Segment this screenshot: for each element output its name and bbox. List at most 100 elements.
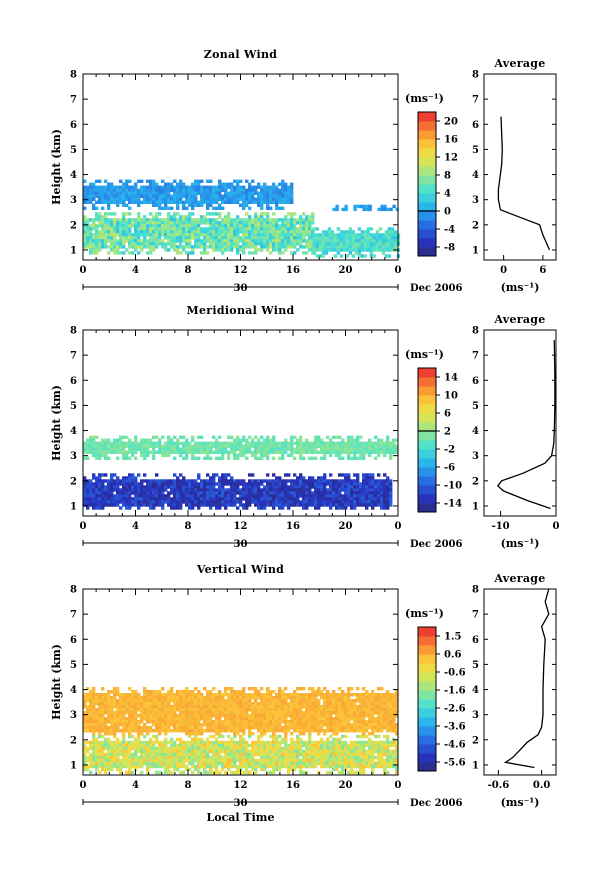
heatmap-cell-0 bbox=[335, 740, 339, 745]
heatmap-cell-2 bbox=[92, 206, 96, 210]
heatmap-cell-0 bbox=[101, 749, 105, 754]
heatmap-cell-0 bbox=[395, 758, 399, 763]
heatmap-cell-2 bbox=[251, 200, 255, 204]
heatmap-cell-0 bbox=[188, 767, 192, 772]
heatmap-cell-1 bbox=[107, 447, 111, 451]
heatmap-cell-0 bbox=[104, 494, 108, 498]
heatmap-cell-0 bbox=[173, 239, 177, 243]
heatmap-cell-0 bbox=[260, 236, 264, 240]
heatmap-cell-2 bbox=[89, 191, 93, 195]
heatmap-cell-1 bbox=[242, 447, 246, 451]
heatmap-cell-3 bbox=[362, 204, 366, 209]
heatmap-cell-2 bbox=[224, 188, 228, 192]
heatmap-cell-0 bbox=[83, 224, 87, 228]
heatmap-cell-0 bbox=[119, 479, 123, 483]
heatmap-cell-1 bbox=[299, 453, 303, 457]
heatmap-cell-2 bbox=[206, 191, 210, 195]
heatmap-cell-1 bbox=[128, 450, 132, 454]
heatmap-cell-0 bbox=[230, 230, 234, 234]
heatmap-cell-0 bbox=[146, 767, 150, 772]
heatmap-cell-1 bbox=[122, 720, 126, 724]
heatmap-cell-2 bbox=[230, 188, 234, 192]
heatmap-cell-0 bbox=[266, 233, 270, 237]
heatmap-cell-2 bbox=[254, 191, 258, 195]
heatmap-cell-0 bbox=[215, 770, 219, 775]
heatmap-cell-0 bbox=[200, 233, 204, 237]
heatmap-cell-1 bbox=[293, 456, 297, 460]
heatmap-cell-0 bbox=[194, 743, 198, 748]
heatmap-cell-0 bbox=[278, 491, 282, 495]
heatmap-cell-1 bbox=[83, 723, 87, 727]
heatmap-cell-1 bbox=[104, 708, 108, 712]
heatmap-cell-0 bbox=[380, 500, 384, 504]
heatmap-cell-0 bbox=[323, 497, 327, 501]
heatmap-cell-0 bbox=[317, 482, 321, 486]
heatmap-cell-1 bbox=[324, 230, 329, 234]
heatmap-cell-2 bbox=[254, 200, 258, 204]
heatmap-cell-0 bbox=[158, 497, 162, 501]
heatmap-cell-1 bbox=[296, 441, 300, 445]
heatmap-cell-0 bbox=[176, 230, 180, 234]
heatmap-cell-0 bbox=[242, 488, 246, 492]
heatmap-cell-1 bbox=[101, 708, 105, 712]
heatmap-cell-1 bbox=[263, 444, 267, 448]
heatmap-cell-1 bbox=[146, 717, 150, 721]
heatmap-cell-0 bbox=[143, 761, 147, 766]
heatmap-cell-0 bbox=[332, 767, 336, 772]
heatmap-cell-1 bbox=[131, 726, 135, 730]
heatmap-cell-0 bbox=[293, 221, 297, 225]
heatmap-cell-1 bbox=[389, 444, 393, 448]
heatmap-cell-1 bbox=[116, 714, 120, 718]
heatmap-cell-0 bbox=[344, 764, 348, 769]
heatmap-cell-0 bbox=[194, 227, 198, 231]
heatmap-cell-1 bbox=[372, 245, 377, 249]
heatmap-cell-2 bbox=[164, 206, 168, 210]
heatmap-cell-2 bbox=[191, 206, 195, 210]
heatmap-cell-1 bbox=[107, 705, 111, 709]
heatmap-cell-0 bbox=[305, 485, 309, 489]
heatmap-cell-1 bbox=[122, 444, 126, 448]
heatmap-cell-0 bbox=[242, 494, 246, 498]
heatmap-cell-0 bbox=[158, 746, 162, 751]
heatmap-cell-0 bbox=[269, 734, 273, 739]
heatmap-cell-1 bbox=[392, 450, 396, 454]
heatmap-cell-1 bbox=[332, 447, 336, 451]
heatmap-cell-0 bbox=[122, 746, 126, 751]
heatmap-cell-0 bbox=[302, 764, 306, 769]
heatmap-cell-2 bbox=[107, 206, 111, 210]
heatmap-cell-0 bbox=[173, 233, 177, 237]
heatmap-cell-0 bbox=[251, 473, 255, 477]
heatmap-cell-2 bbox=[182, 182, 186, 186]
heatmap-cell-0 bbox=[377, 761, 381, 766]
heatmap-cell-1 bbox=[86, 438, 90, 442]
heatmap-cell-0 bbox=[137, 251, 141, 255]
heatmap-cell-0 bbox=[125, 755, 129, 760]
heatmap-cell-0 bbox=[101, 218, 105, 222]
heatmap-cell-1 bbox=[83, 441, 87, 445]
heatmap-cell-0 bbox=[293, 503, 297, 507]
heatmap-cell-0 bbox=[128, 251, 132, 255]
heatmap-cell-0 bbox=[332, 497, 336, 501]
heatmap-cell-0 bbox=[110, 749, 114, 754]
heatmap-cell-1 bbox=[113, 696, 117, 700]
heatmap-cell-0 bbox=[251, 221, 255, 225]
heatmap-cell-0 bbox=[290, 482, 294, 486]
heatmap-cell-0 bbox=[362, 485, 366, 489]
heatmap-cell-2 bbox=[128, 197, 132, 201]
heatmap-cell-0 bbox=[173, 500, 177, 504]
heatmap-cell-2 bbox=[98, 200, 102, 204]
heatmap-cell-0 bbox=[176, 236, 180, 240]
heatmap-cell-1 bbox=[299, 444, 303, 448]
heatmap-cell-0 bbox=[107, 740, 111, 745]
heatmap-cell-0 bbox=[227, 239, 231, 243]
heatmap-cell-2 bbox=[158, 206, 162, 210]
heatmap-cell-0 bbox=[281, 752, 285, 757]
heatmap-cell-1 bbox=[324, 245, 329, 249]
heatmap-cell-1 bbox=[134, 702, 138, 706]
heatmap-cell-1 bbox=[182, 450, 186, 454]
heatmap-cell-0 bbox=[311, 491, 315, 495]
heatmap-cell-1 bbox=[128, 438, 132, 442]
heatmap-cell-0 bbox=[173, 245, 177, 249]
heatmap-cell-3 bbox=[344, 204, 348, 209]
heatmap-cell-0 bbox=[209, 491, 213, 495]
